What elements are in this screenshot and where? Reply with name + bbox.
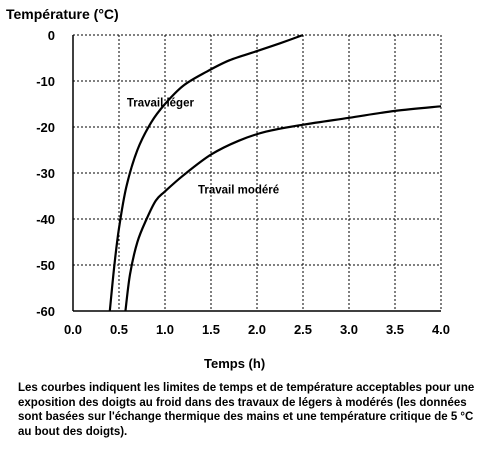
x-tick-label: 3.5 <box>386 322 404 337</box>
series-label: Travail léger <box>127 97 195 109</box>
x-tick-label: 2.5 <box>294 322 312 337</box>
x-tick-label: 0.0 <box>64 322 82 337</box>
y-tick-label: -60 <box>36 304 55 319</box>
x-tick-label: 4.0 <box>432 322 450 337</box>
series-line-travail-leger <box>108 33 304 312</box>
figure-caption: Les courbes indiquent les limites de tem… <box>18 382 475 438</box>
y-tick-label: -40 <box>36 212 55 227</box>
y-tick-label: -50 <box>36 258 55 273</box>
series-line-travail-modere <box>124 105 442 312</box>
x-tick-label: 1.5 <box>202 322 220 337</box>
x-tick-label: 0.5 <box>110 322 128 337</box>
y-tick-label: -30 <box>36 166 55 181</box>
y-tick-label: -20 <box>36 120 55 135</box>
y-tick-label: 0 <box>48 28 55 43</box>
y-tick-label: -10 <box>36 74 55 89</box>
x-axis-label: Temps (h) <box>204 356 266 371</box>
x-tick-label: 2.0 <box>248 322 266 337</box>
x-tick-label: 3.0 <box>340 322 358 337</box>
temperature-time-chart: 0.0 0.5 1.0 1.5 2.0 2.5 3.0 3.5 4.0 0 -10 -20 -30 -40… <box>36 28 450 337</box>
series-label: Travail modéré <box>198 185 279 197</box>
x-tick-label: 1.0 <box>156 322 174 337</box>
y-axis-label: Température (°C) <box>6 6 119 22</box>
